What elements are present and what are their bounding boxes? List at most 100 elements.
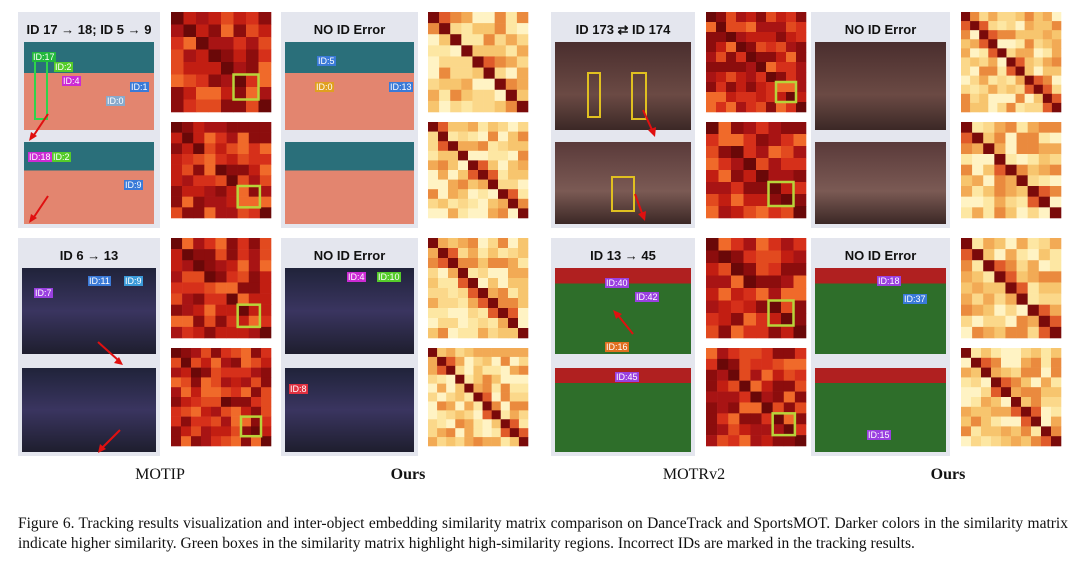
heatmap-cell <box>761 402 773 414</box>
highlight-box <box>774 80 798 104</box>
heatmap-cell <box>248 154 261 165</box>
heatmap-cell <box>983 238 995 250</box>
heatmap-cell <box>215 207 227 219</box>
heatmap-cell <box>716 12 727 23</box>
heatmap-cell <box>241 426 252 437</box>
heatmap-cell <box>448 238 459 249</box>
heatmap-cell <box>261 397 272 408</box>
heatmap-cell <box>258 24 272 38</box>
heatmap-cell <box>483 67 495 79</box>
heatmap-cell <box>464 374 474 384</box>
heatmap-cell <box>171 62 184 75</box>
heatmap-cell <box>472 23 484 35</box>
heatmap-cell <box>248 196 261 208</box>
heatmap-cell <box>246 74 259 88</box>
heatmap-cell <box>706 22 717 33</box>
heatmap-cell <box>1041 397 1052 408</box>
heatmap-cell <box>482 356 492 367</box>
heatmap-cell <box>1038 249 1051 261</box>
heatmap-cell <box>1024 12 1035 22</box>
heatmap-cell <box>428 318 439 329</box>
heatmap-cell <box>204 207 216 219</box>
heatmap-cell <box>1049 175 1062 187</box>
heatmap-cell <box>438 208 449 219</box>
heatmap-cell <box>171 12 184 25</box>
heatmap-cell <box>248 186 261 197</box>
heatmap-cell <box>241 357 252 368</box>
heatmap-cell <box>491 374 502 384</box>
heatmap-cell <box>1038 175 1051 187</box>
heatmap-cell <box>182 196 194 208</box>
heatmap-cell <box>979 102 989 113</box>
heatmap-cell <box>221 12 234 25</box>
heatmap-cell <box>193 154 205 165</box>
heatmap-cell <box>488 298 499 309</box>
heatmap-cell <box>468 288 479 299</box>
heatmap-cell <box>756 42 767 53</box>
heatmap-cell <box>516 78 529 91</box>
heatmap-cell <box>518 328 529 339</box>
heatmap-cell <box>1001 377 1012 388</box>
heatmap-cell <box>1015 57 1025 67</box>
heatmap-cell <box>241 348 252 359</box>
heatmap-cell <box>731 122 744 135</box>
heatmap-cell <box>468 189 479 200</box>
heatmap-cell <box>458 160 469 171</box>
heatmap-cell <box>505 23 518 35</box>
heatmap-cell <box>193 260 205 272</box>
heatmap-cell <box>961 196 973 208</box>
similarity-matrix <box>698 348 808 456</box>
heatmap-cell <box>473 392 483 402</box>
heatmap-cell <box>750 435 762 447</box>
heatmap-cell <box>793 134 807 147</box>
heatmap-cell <box>458 131 469 142</box>
heatmap-cell <box>961 406 972 417</box>
heatmap-cell <box>204 143 216 155</box>
heatmap-cell <box>706 263 719 276</box>
heatmap-cell <box>171 293 183 305</box>
heatmap-cell <box>508 328 519 339</box>
heatmap-cell <box>1016 132 1028 144</box>
heatmap-cell <box>488 318 499 329</box>
panel-title: ID 17 → 18; ID 5 → 9 <box>26 22 152 37</box>
heatmap-cell <box>756 52 767 63</box>
heatmap-cell <box>246 37 259 50</box>
heatmap-cell <box>961 387 972 398</box>
heatmap-cell <box>994 196 1006 208</box>
heatmap-cell <box>961 293 973 305</box>
heatmap-cell <box>961 66 971 76</box>
heatmap-cell <box>766 72 777 83</box>
heatmap-cell <box>1042 93 1053 104</box>
heatmap-cell <box>961 282 973 294</box>
heatmap-cell <box>516 23 529 35</box>
heatmap-cell <box>981 367 992 378</box>
heatmap-cell <box>193 196 205 208</box>
heatmap-cell <box>794 391 807 403</box>
heatmap-cell <box>988 75 998 86</box>
heatmap-cell <box>768 134 782 147</box>
heatmap-cell <box>736 72 747 83</box>
heatmap-cell <box>500 383 511 393</box>
heatmap-cell <box>1049 132 1062 144</box>
heatmap-cell <box>237 326 250 339</box>
heatmap-cell <box>428 150 439 161</box>
heatmap-cell <box>961 357 972 368</box>
heatmap-cell <box>464 365 474 376</box>
heatmap-cell <box>1033 102 1044 113</box>
heatmap-cell <box>491 437 502 447</box>
heatmap-cell <box>508 170 519 180</box>
heatmap-cell <box>498 170 509 180</box>
heatmap <box>171 122 272 219</box>
id-tag: ID:15 <box>867 430 891 440</box>
heatmap-cell <box>259 196 272 208</box>
heatmap-cell <box>743 238 757 251</box>
heatmap-cell <box>706 134 719 147</box>
heatmap-cell <box>191 377 202 388</box>
heatmap-cell <box>458 248 469 259</box>
error-arrow-icon <box>29 113 49 141</box>
heatmap-cell <box>706 206 719 219</box>
heatmap-cell <box>473 365 483 376</box>
heatmap-cell <box>439 12 451 24</box>
heatmap-cell <box>768 250 782 264</box>
heatmap-cell <box>731 134 744 147</box>
